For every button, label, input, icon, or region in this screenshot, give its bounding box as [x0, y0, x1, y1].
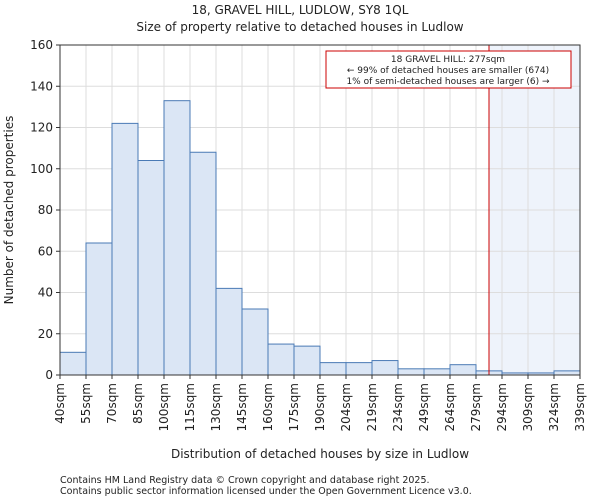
bar-264sqm [449, 364, 477, 376]
x-tick-label: 219sqm [365, 383, 379, 431]
annotation-line2: 1% of semi-detached houses are larger (6… [346, 77, 550, 87]
y-tick-label: 160 [30, 38, 53, 52]
x-tick-label: 115sqm [183, 383, 197, 431]
x-tick-label: 339sqm [573, 383, 587, 431]
x-axis-ticks: 40sqm 55sqm 70sqm 85sqm 100sqm 115sqm 130sqm 14… [53, 375, 587, 431]
x-tick-label: 264sqm [443, 383, 457, 431]
bar-40sqm [59, 351, 87, 376]
y-tick-label: 0 [45, 368, 53, 382]
bar-219sqm [371, 360, 399, 376]
bar-324sqm [553, 370, 581, 376]
footer-line1: Contains HM Land Registry data © Crown c… [60, 475, 430, 486]
x-tick-label: 294sqm [495, 383, 509, 431]
x-tick-label: 279sqm [469, 383, 483, 431]
x-tick-label: 234sqm [391, 383, 405, 431]
bar-204sqm [345, 362, 373, 376]
bar-100sqm [163, 100, 191, 376]
x-tick-label: 70sqm [105, 383, 119, 424]
annotation-box: 18 GRAVEL HILL: 277sqm ← 99% of detached… [325, 50, 572, 89]
bar-85sqm [137, 160, 165, 376]
x-tick-label: 309sqm [521, 383, 535, 431]
x-tick-label: 40sqm [53, 383, 67, 424]
bar-115sqm [189, 151, 217, 376]
bar-175sqm [293, 345, 321, 376]
x-tick-label: 249sqm [417, 383, 431, 431]
x-tick-label: 130sqm [209, 383, 223, 431]
y-tick-label: 60 [38, 244, 53, 258]
chart-title: 18, GRAVEL HILL, LUDLOW, SY8 1QL [192, 3, 409, 17]
x-axis-label: Distribution of detached houses by size … [171, 447, 469, 461]
bar-70sqm [111, 122, 139, 376]
bar-249sqm [423, 368, 451, 376]
annotation-line1: ← 99% of detached houses are smaller (67… [347, 66, 549, 76]
bar-234sqm [397, 368, 425, 376]
y-tick-label: 40 [38, 286, 53, 300]
x-tick-label: 85sqm [131, 383, 145, 424]
x-tick-label: 100sqm [157, 383, 171, 431]
x-tick-label: 145sqm [235, 383, 249, 431]
bar-130sqm [215, 287, 243, 376]
x-tick-label: 175sqm [287, 383, 301, 431]
bar-160sqm [267, 343, 295, 376]
y-tick-label: 100 [30, 162, 53, 176]
chart-subtitle: Size of property relative to detached ho… [136, 20, 463, 34]
y-tick-label: 120 [30, 121, 53, 135]
x-tick-label: 55sqm [79, 383, 93, 424]
x-tick-label: 204sqm [339, 383, 353, 431]
x-tick-label: 324sqm [547, 383, 561, 431]
y-tick-label: 20 [38, 327, 53, 341]
y-axis-label: Number of detached properties [2, 116, 16, 305]
bar-55sqm [85, 242, 113, 376]
x-tick-label: 160sqm [261, 383, 275, 431]
x-tick-label: 190sqm [313, 383, 327, 431]
annotation-title: 18 GRAVEL HILL: 277sqm [391, 55, 505, 65]
annotation-border [325, 50, 572, 89]
y-tick-label: 140 [30, 79, 53, 93]
bar-145sqm [241, 308, 269, 376]
bars [59, 100, 581, 376]
footer-line2: Contains public sector information licen… [60, 486, 472, 497]
y-tick-label: 80 [38, 203, 53, 217]
y-axis-ticks: 0 20 40 60 80 100 120 140 160 [30, 38, 60, 382]
plot-frame [59, 44, 581, 376]
bar-190sqm [319, 362, 347, 376]
